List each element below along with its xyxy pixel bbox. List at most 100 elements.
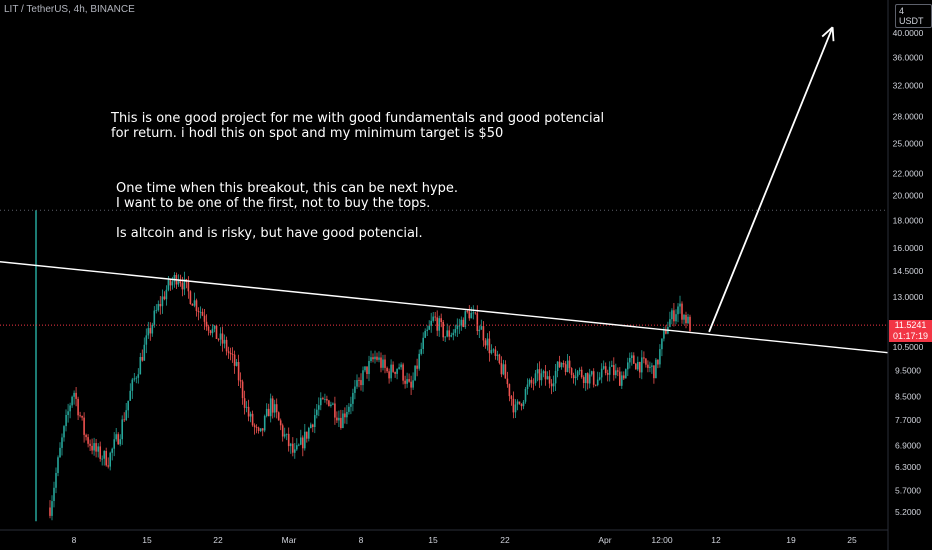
- annotation-note-1[interactable]: This is one good project for me with goo…: [111, 111, 605, 141]
- candle: [578, 367, 581, 375]
- candle: [159, 296, 162, 315]
- candle: [51, 495, 53, 521]
- candle: [416, 358, 418, 377]
- candle: [606, 369, 609, 382]
- candle: [83, 412, 85, 443]
- candle: [81, 415, 83, 421]
- candle: [356, 374, 358, 389]
- candle: [372, 353, 374, 363]
- candle: [643, 351, 645, 364]
- x-tick-label: 19: [786, 535, 796, 545]
- x-tick-label: Mar: [282, 535, 297, 545]
- candle: [231, 347, 234, 363]
- candle: [392, 361, 394, 373]
- candle: [532, 378, 535, 391]
- candle: [508, 383, 511, 402]
- candle: [522, 400, 525, 410]
- candle: [131, 377, 134, 399]
- candle: [219, 327, 222, 346]
- candle: [135, 376, 138, 384]
- candle: [370, 350, 372, 363]
- candle: [570, 367, 573, 379]
- candle: [123, 412, 125, 422]
- candle: [506, 371, 509, 388]
- candle: [462, 317, 465, 328]
- candle: [235, 359, 238, 367]
- candle: [454, 324, 457, 337]
- candle: [550, 379, 553, 395]
- candle: [147, 321, 150, 339]
- candle: [400, 362, 402, 370]
- candle: [237, 354, 240, 386]
- candle: [408, 373, 410, 383]
- candle: [163, 291, 166, 301]
- candle: [566, 354, 569, 373]
- currency-selector[interactable]: 4 USDT: [895, 4, 932, 28]
- x-tick-label: 25: [847, 535, 857, 545]
- y-tick-label: 9.5000: [895, 366, 921, 376]
- candle: [161, 289, 164, 314]
- candle: [157, 300, 160, 312]
- candle: [528, 378, 531, 387]
- candle: [193, 292, 196, 308]
- candle: [275, 398, 278, 419]
- candle: [69, 402, 71, 419]
- candle: [285, 433, 288, 441]
- candle: [677, 303, 679, 323]
- candle: [586, 372, 589, 390]
- candle: [279, 418, 282, 431]
- candle: [61, 433, 63, 456]
- y-tick-label: 22.0000: [893, 168, 924, 178]
- candle: [404, 375, 406, 389]
- last-price-label: 11.5241 01:17:19: [889, 320, 932, 342]
- candle: [298, 443, 300, 447]
- candle: [139, 352, 142, 375]
- candle: [627, 357, 629, 376]
- candle: [287, 427, 290, 452]
- candle: [350, 396, 352, 415]
- candle: [127, 400, 129, 418]
- candle: [560, 362, 563, 370]
- candle: [655, 358, 657, 379]
- candle: [103, 450, 105, 466]
- x-tick-label: 15: [428, 535, 438, 545]
- candle: [611, 360, 613, 367]
- candle: [615, 363, 617, 379]
- candle: [470, 306, 473, 319]
- candle: [65, 409, 67, 432]
- candle: [91, 438, 93, 455]
- candle: [600, 363, 603, 384]
- candle: [197, 307, 200, 321]
- resistance-trendline[interactable]: [0, 260, 889, 354]
- candle: [422, 332, 424, 354]
- time-axis[interactable]: 8 15 22 Mar 8 15 22 Apr 12:00 12 19 25: [72, 535, 857, 545]
- candle: [209, 329, 212, 336]
- candle: [183, 271, 186, 296]
- price-axis[interactable]: 5.2000 5.7000 6.3000 6.9000 7.7000 8.5000 9.50…: [893, 28, 924, 517]
- candle: [245, 401, 248, 413]
- candle: [450, 332, 452, 338]
- candle: [582, 375, 585, 389]
- candle: [558, 355, 561, 368]
- candle: [59, 442, 61, 458]
- candle: [338, 410, 340, 427]
- candle: [304, 424, 306, 451]
- candle: [249, 411, 252, 423]
- candle: [502, 359, 505, 376]
- candle: [207, 324, 210, 336]
- candle: [169, 278, 172, 291]
- candle: [292, 437, 294, 457]
- y-tick-label: 28.0000: [893, 112, 924, 122]
- target-arrow[interactable]: [708, 26, 835, 333]
- candle: [673, 303, 675, 327]
- candle: [243, 390, 246, 415]
- y-tick-label: 13.0000: [893, 292, 924, 302]
- candle: [637, 356, 639, 372]
- candle: [394, 371, 396, 378]
- candle: [534, 370, 537, 386]
- candle: [418, 349, 420, 371]
- candle: [564, 361, 567, 376]
- annotation-note-2[interactable]: One time when this breakout, this can be…: [116, 181, 459, 241]
